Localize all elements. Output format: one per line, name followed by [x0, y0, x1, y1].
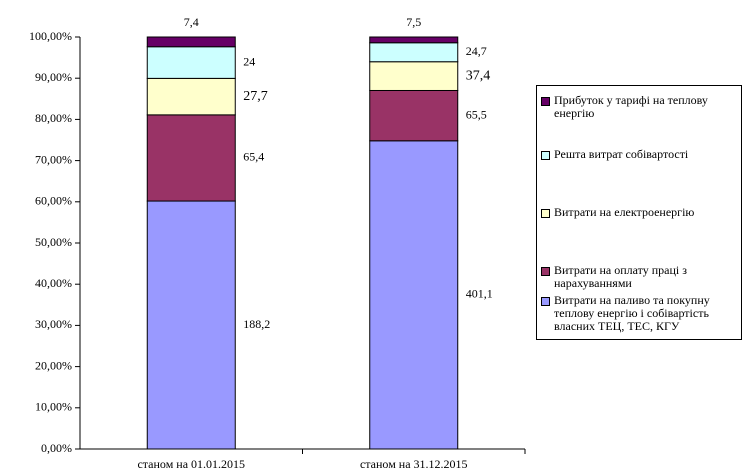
data-label: 7,4 [184, 15, 199, 29]
y-tick-label: 60,00% [35, 194, 72, 208]
x-tick-label: станом на 01.01.2015 [137, 457, 245, 471]
y-tick-label: 40,00% [35, 276, 72, 290]
legend-label: Решта витрат собівартості [554, 147, 689, 161]
bar-segment [146, 36, 236, 48]
data-label: 65,5 [466, 107, 487, 121]
bar-segment [369, 42, 459, 63]
legend-swatch [541, 297, 550, 306]
legend-item: Прибуток у тарифі на теплову енергію [541, 94, 739, 120]
data-label: 7,5 [406, 15, 421, 29]
y-tick-label: 20,00% [35, 358, 72, 372]
data-label: 24,7 [466, 44, 487, 58]
data-label: 65,4 [243, 150, 264, 164]
bar-segment [146, 200, 236, 450]
bar-segment [146, 77, 236, 116]
legend-swatch [541, 97, 550, 106]
legend-item: Витрати на оплату праці з нарахуваннями [541, 264, 739, 290]
y-tick-label: 50,00% [35, 235, 72, 249]
y-tick-label: 100,00% [29, 29, 72, 43]
y-tick-label: 30,00% [35, 317, 72, 331]
legend-label: Витрати на оплату праці з нарахуваннями [554, 263, 688, 290]
y-tick-label: 0,00% [41, 441, 72, 455]
bar-segment [146, 114, 236, 202]
data-label: 27,7 [243, 89, 268, 104]
legend-swatch [541, 209, 550, 218]
y-tick-label: 90,00% [35, 70, 72, 84]
x-tick-label: станом на 31.12.2015 [360, 457, 468, 471]
legend-item: Витрати на паливо та покупну теплову ене… [541, 294, 739, 333]
bar-segment [369, 89, 459, 142]
y-tick-label: 10,00% [35, 400, 72, 414]
data-label: 24 [243, 54, 255, 68]
bar-segment [369, 36, 459, 44]
y-tick-label: 80,00% [35, 111, 72, 125]
data-label: 188,2 [243, 317, 270, 331]
legend-item: Витрати на електроенергію [541, 206, 739, 219]
bar-segment [146, 46, 236, 79]
legend-label: Прибуток у тарифі на теплову енергію [554, 93, 708, 120]
legend-swatch [541, 267, 550, 276]
legend-item: Решта витрат собівартості [541, 148, 739, 161]
legend-label: Витрати на електроенергію [554, 205, 695, 219]
data-label: 401,1 [466, 287, 493, 301]
legend-swatch [541, 151, 550, 160]
bar-segment [369, 61, 459, 91]
y-tick-label: 70,00% [35, 152, 72, 166]
legend-label: Витрати на паливо та покупну теплову ене… [554, 293, 710, 333]
legend: Прибуток у тарифі на теплову енергію Решт… [536, 85, 742, 340]
bar-segment [369, 140, 459, 450]
data-label: 37,4 [466, 68, 491, 83]
